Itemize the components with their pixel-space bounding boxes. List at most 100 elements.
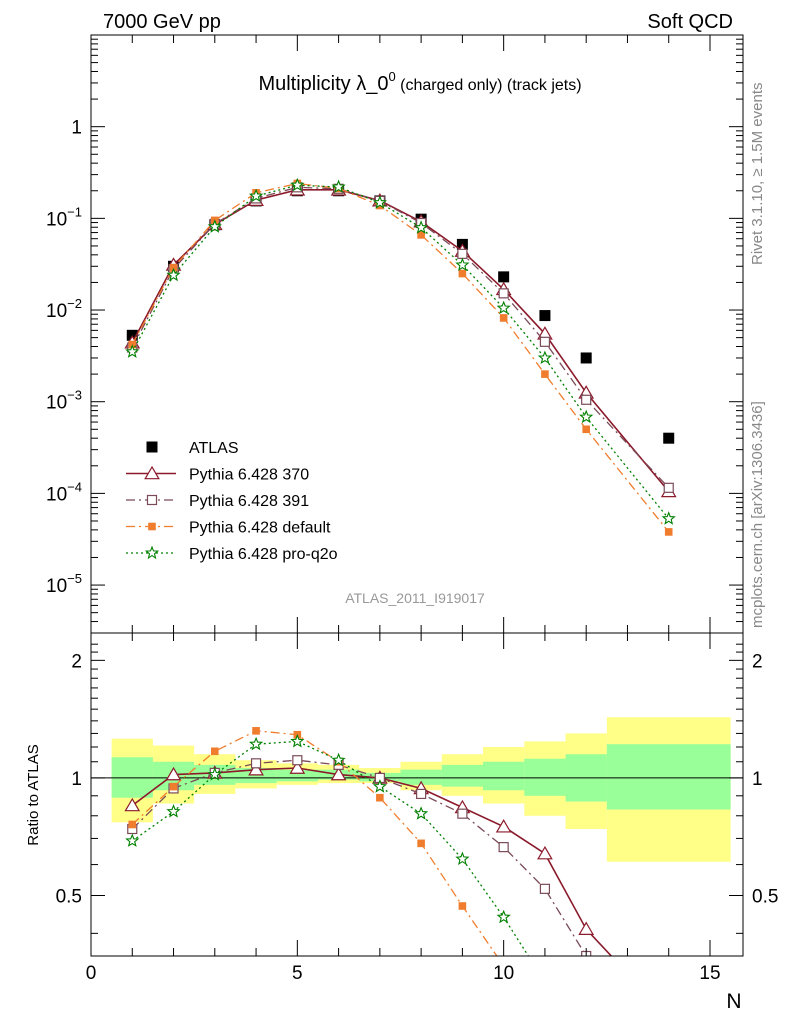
ratio-point-p391 bbox=[457, 808, 468, 819]
ratio-point-pq2o bbox=[496, 909, 511, 924]
ratio-point-pdefault bbox=[169, 782, 178, 791]
ratio-point-p370 bbox=[495, 819, 512, 833]
data-point-pq2o bbox=[166, 267, 181, 282]
title-main: Multiplicity λ_0 bbox=[258, 73, 388, 95]
data-point-pdefault bbox=[417, 231, 425, 239]
data-point-p391 bbox=[581, 394, 592, 405]
ratio-point-p391 bbox=[623, 989, 632, 998]
main-y-tick-label: 10−5 bbox=[46, 571, 82, 597]
ratio-point-pdefault bbox=[458, 902, 467, 910]
header-category-label: Soft QCD bbox=[647, 11, 733, 33]
analysis-label: ATLAS_2011_I919017 bbox=[345, 590, 485, 606]
data-point-pq2o bbox=[125, 344, 140, 358]
x-tick-label: 0 bbox=[86, 963, 97, 984]
ratio-plot-panel: 0.5 0.5 1 1 2 2 0 5 10 15 Ratio to ATLAS N bbox=[25, 632, 778, 1024]
ratio-axes: 0.5 0.5 1 1 2 2 0 5 10 15 bbox=[56, 633, 778, 984]
ratio-point-pq2o bbox=[248, 736, 264, 751]
data-point-pq2o bbox=[661, 511, 676, 525]
legend-item-p370: Pythia 6.428 370 bbox=[126, 465, 309, 484]
ratio-point-pq2o bbox=[539, 976, 550, 987]
ratio-point-p370 bbox=[124, 797, 141, 812]
legend-label-pdefault: Pythia 6.428 default bbox=[189, 520, 331, 537]
data-point-pq2o bbox=[455, 257, 470, 271]
green-uncertainty-band bbox=[441, 764, 484, 787]
ratio-point-p370 bbox=[537, 845, 553, 860]
data-point-p391 bbox=[663, 482, 674, 493]
legend-item-pq2o: Pythia 6.428 pro-q2o bbox=[126, 545, 338, 563]
legend-label-p391: Pythia 6.428 391 bbox=[189, 493, 309, 510]
green-uncertainty-band bbox=[606, 744, 731, 810]
ratio-y-tick-label-left: 2 bbox=[71, 651, 82, 672]
data-point-atlas bbox=[580, 352, 592, 364]
main-y-tick-label: 10−1 bbox=[46, 204, 82, 230]
ratio-point-pq2o bbox=[290, 733, 305, 748]
ratio-point-pdefault bbox=[252, 727, 260, 735]
legend-marker-atlas bbox=[146, 441, 158, 453]
x-tick-label: 15 bbox=[699, 963, 720, 984]
ratio-point-p391 bbox=[250, 758, 262, 769]
data-point-atlas bbox=[498, 271, 510, 283]
data-point-pdefault bbox=[582, 425, 590, 434]
ratio-data-layer bbox=[124, 727, 643, 1024]
ratio-point-p391 bbox=[539, 883, 551, 894]
main-data-layer bbox=[124, 177, 677, 536]
ratio-plot-frame bbox=[90, 632, 744, 957]
x-tick-label: 10 bbox=[493, 963, 514, 984]
ratio-point-pdefault bbox=[128, 820, 137, 829]
ratio-point-pq2o bbox=[125, 833, 140, 847]
main-y-tick-label: 1 bbox=[71, 118, 82, 139]
data-point-p391 bbox=[498, 288, 509, 299]
ratio-point-pq2o bbox=[413, 806, 429, 820]
data-point-atlas bbox=[663, 432, 675, 444]
data-point-pq2o bbox=[372, 195, 388, 209]
ratio-point-pq2o bbox=[207, 767, 222, 781]
data-point-pq2o bbox=[537, 350, 553, 365]
ratio-point-p370 bbox=[629, 976, 643, 988]
data-point-pq2o bbox=[331, 179, 346, 193]
rivet-version-label: Rivet 3.1.10, ≥ 1.5M events bbox=[749, 83, 766, 266]
ratio-point-p370 bbox=[289, 760, 306, 774]
main-y-tick-label: 10−3 bbox=[46, 388, 82, 414]
legend: ATLAS Pythia 6.428 370 Pythia 6.428 391 Pyt… bbox=[126, 440, 338, 563]
legend-marker-pdefault bbox=[148, 522, 156, 531]
series-pq2o bbox=[125, 177, 676, 525]
ratio-point-p370 bbox=[165, 766, 182, 781]
ratio-point-pdefault bbox=[417, 839, 425, 848]
main-y-tick-label: 10−4 bbox=[46, 479, 82, 505]
main-y-tick-label: 10−2 bbox=[46, 296, 82, 322]
data-point-pdefault bbox=[169, 263, 178, 272]
green-uncertainty-band bbox=[483, 761, 525, 791]
legend-label-atlas: ATLAS bbox=[189, 440, 239, 457]
data-point-p391 bbox=[539, 336, 551, 347]
x-tick-label: 5 bbox=[292, 963, 303, 984]
legend-label-p370: Pythia 6.428 370 bbox=[189, 467, 309, 484]
data-point-atlas bbox=[539, 310, 551, 322]
ratio-y-tick-label-right: 2 bbox=[752, 651, 763, 672]
legend-label-pq2o: Pythia 6.428 pro-q2o bbox=[189, 546, 338, 563]
series-atlas bbox=[126, 185, 675, 444]
data-point-pq2o bbox=[496, 300, 511, 315]
ratio-y-axis-label: Ratio to ATLAS bbox=[25, 744, 42, 845]
ratio-point-p391 bbox=[292, 755, 303, 766]
main-axes: 1 10−1 10−2 10−3 10−4 10−5 bbox=[46, 34, 743, 634]
legend-item-pdefault: Pythia 6.428 default bbox=[126, 520, 331, 537]
data-point-pdefault bbox=[664, 528, 673, 536]
data-point-pdefault bbox=[458, 269, 467, 278]
ratio-point-pdefault bbox=[541, 1016, 549, 1024]
green-uncertainty-band bbox=[276, 769, 318, 782]
ratio-point-pdefault bbox=[376, 793, 384, 802]
header-energy-label: 7000 GeV pp bbox=[103, 11, 221, 33]
title-rest: (charged only) (track jets) bbox=[396, 77, 582, 94]
data-point-pq2o bbox=[579, 409, 594, 424]
ratio-point-p370 bbox=[248, 761, 264, 776]
ratio-y-tick-label-right: 1 bbox=[752, 769, 763, 790]
data-point-pq2o bbox=[413, 220, 429, 234]
data-point-pdefault bbox=[499, 314, 508, 322]
legend-marker-p391 bbox=[146, 494, 158, 506]
ratio-point-pq2o bbox=[372, 779, 388, 793]
data-point-pq2o bbox=[290, 177, 305, 192]
mcplots-reference-label: mcplots.cern.ch [arXiv:1306.3436] bbox=[749, 401, 766, 628]
ratio-y-tick-label-left: 1 bbox=[71, 769, 82, 790]
data-point-pdefault bbox=[541, 370, 549, 378]
ratio-point-p391 bbox=[498, 842, 509, 853]
